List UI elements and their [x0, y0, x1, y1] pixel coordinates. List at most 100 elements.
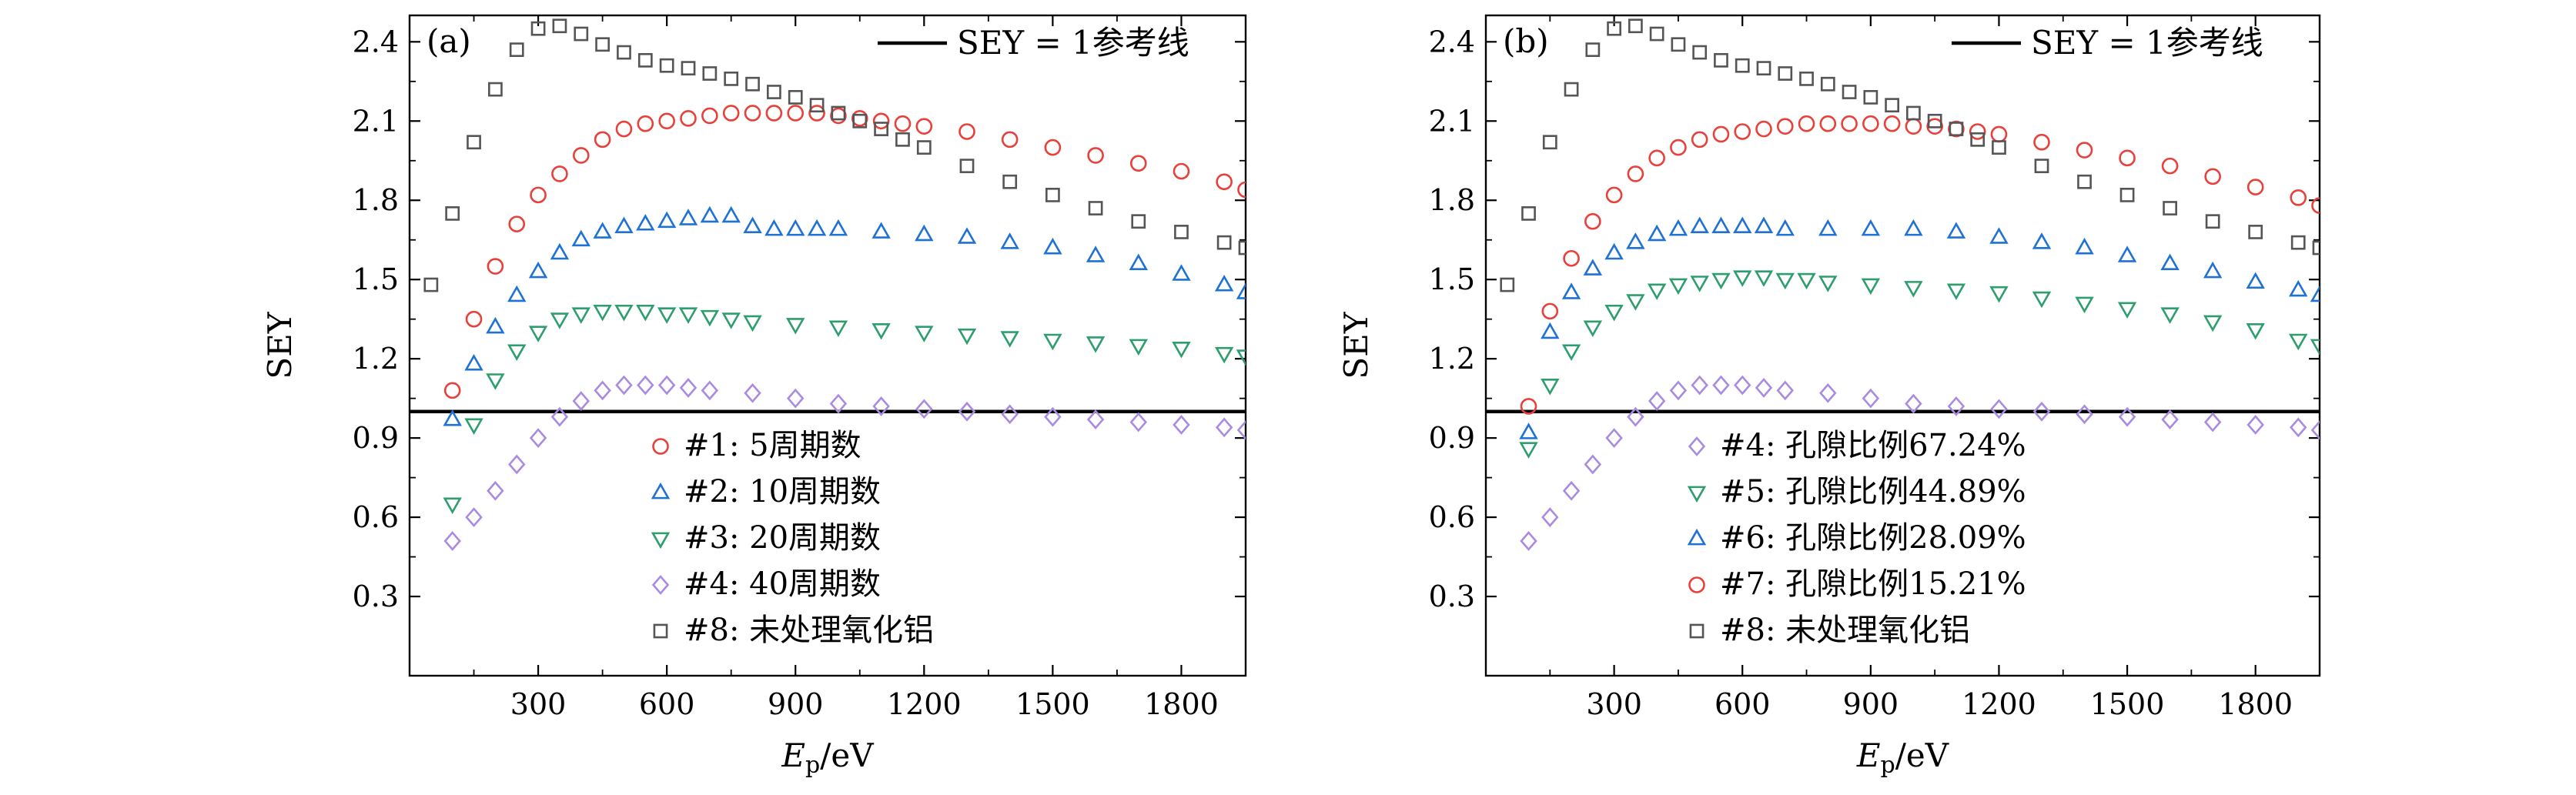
- data-point: [1735, 58, 1750, 73]
- data-point: [1691, 375, 1708, 396]
- data-point: [2290, 417, 2307, 438]
- data-point: [1172, 264, 1191, 281]
- legend-entry-label: #8: 未处理氧化铝: [684, 613, 934, 648]
- x-tick-label: 300: [1586, 687, 1642, 721]
- legend-marker: [1688, 436, 1706, 456]
- legend-marker: [1687, 486, 1707, 503]
- x-tick-label: 1500: [2090, 687, 2165, 721]
- data-point: [957, 328, 977, 346]
- data-point: [786, 219, 805, 236]
- panel-label: (b): [1503, 22, 1549, 60]
- x-tick-label: 900: [1843, 687, 1899, 721]
- y-tick-label: 1.2: [353, 342, 399, 376]
- data-point: [808, 105, 825, 122]
- data-point: [744, 382, 761, 403]
- data-point: [1521, 206, 1536, 221]
- y-tick-label: 1.5: [1429, 262, 1475, 296]
- data-point: [1002, 174, 1018, 189]
- data-point: [507, 285, 527, 302]
- data-point: [1775, 272, 1795, 290]
- data-point: [871, 222, 891, 239]
- data-point: [1000, 232, 1019, 249]
- data-point: [1500, 277, 1515, 292]
- data-point: [2203, 261, 2223, 279]
- data-point: [2076, 404, 2093, 425]
- data-point: [1904, 219, 1923, 236]
- data-point: [744, 105, 761, 122]
- data-point: [2204, 168, 2221, 185]
- data-point: [2161, 409, 2179, 430]
- legend-marker: [651, 532, 671, 549]
- reference-legend-label: SEY = 1参考线: [957, 24, 1189, 62]
- data-point: [1001, 404, 1019, 425]
- data-point: [957, 227, 977, 244]
- data-point: [1214, 346, 1234, 364]
- data-point: [678, 209, 698, 225]
- y-tick-label: 1.8: [353, 183, 399, 217]
- data-point: [1583, 259, 1603, 276]
- data-point: [2033, 133, 2050, 151]
- data-point: [574, 26, 589, 42]
- data-point: [1861, 278, 1881, 296]
- data-point: [1238, 240, 1246, 256]
- data-point: [1862, 388, 1880, 409]
- data-point: [1733, 270, 1752, 287]
- data-point: [1562, 480, 1581, 501]
- data-point: [2205, 214, 2220, 229]
- data-point: [529, 428, 547, 449]
- data-point: [1714, 52, 1728, 68]
- data-point: [464, 418, 483, 436]
- data-point: [1627, 165, 1644, 182]
- y-tick-label: 0.6: [353, 500, 399, 534]
- data-point: [1604, 304, 1624, 322]
- y-tick-label: 0.9: [353, 421, 399, 455]
- data-point: [915, 399, 933, 419]
- plot-frame: [1484, 14, 2321, 677]
- data-point: [2034, 159, 2049, 173]
- data-point: [593, 222, 612, 239]
- data-point: [871, 322, 891, 340]
- data-point: [1668, 219, 1688, 236]
- data-point: [1711, 216, 1731, 233]
- y-axis-label: SEY: [261, 311, 299, 379]
- data-point: [1798, 115, 1815, 132]
- data-point: [743, 216, 762, 233]
- data-point: [1989, 227, 2009, 244]
- data-point: [595, 37, 610, 52]
- data-point: [958, 123, 975, 140]
- data-point: [1236, 349, 1246, 366]
- data-point: [764, 219, 784, 236]
- data-point: [614, 304, 634, 322]
- y-tick-label: 0.6: [1429, 500, 1475, 534]
- legend-marker: [653, 623, 668, 639]
- data-point: [1236, 282, 1246, 299]
- data-point: [530, 21, 546, 36]
- x-axis-symbol: E: [1856, 737, 1881, 774]
- data-point: [1946, 283, 1966, 301]
- series-3: [443, 304, 1246, 515]
- data-point: [1948, 120, 1965, 138]
- legend-entry-label: #7: 孔隙比例15.21%: [1720, 566, 2026, 602]
- data-point: [874, 122, 888, 136]
- data-point: [831, 105, 846, 121]
- data-point: [1542, 135, 1557, 150]
- data-point: [636, 214, 655, 231]
- data-point: [530, 186, 547, 204]
- data-point: [1519, 442, 1538, 459]
- data-point: [894, 115, 912, 132]
- data-point: [680, 110, 697, 127]
- data-point: [1776, 380, 1794, 401]
- data-point: [721, 312, 741, 329]
- legend-entry-label: #6: 孔隙比例28.09%: [1720, 520, 2026, 556]
- legend-marker: [1687, 528, 1707, 546]
- data-point: [487, 258, 504, 275]
- data-point: [2160, 307, 2180, 324]
- data-point: [615, 120, 633, 138]
- data-point: [1775, 219, 1795, 236]
- data-point: [1044, 406, 1062, 427]
- data-point: [2290, 189, 2307, 206]
- data-point: [1605, 428, 1623, 449]
- y-tick-label: 0.3: [353, 580, 399, 613]
- legend-entry-label: #4: 孔隙比例67.24%: [1720, 428, 2026, 463]
- data-point: [829, 393, 848, 414]
